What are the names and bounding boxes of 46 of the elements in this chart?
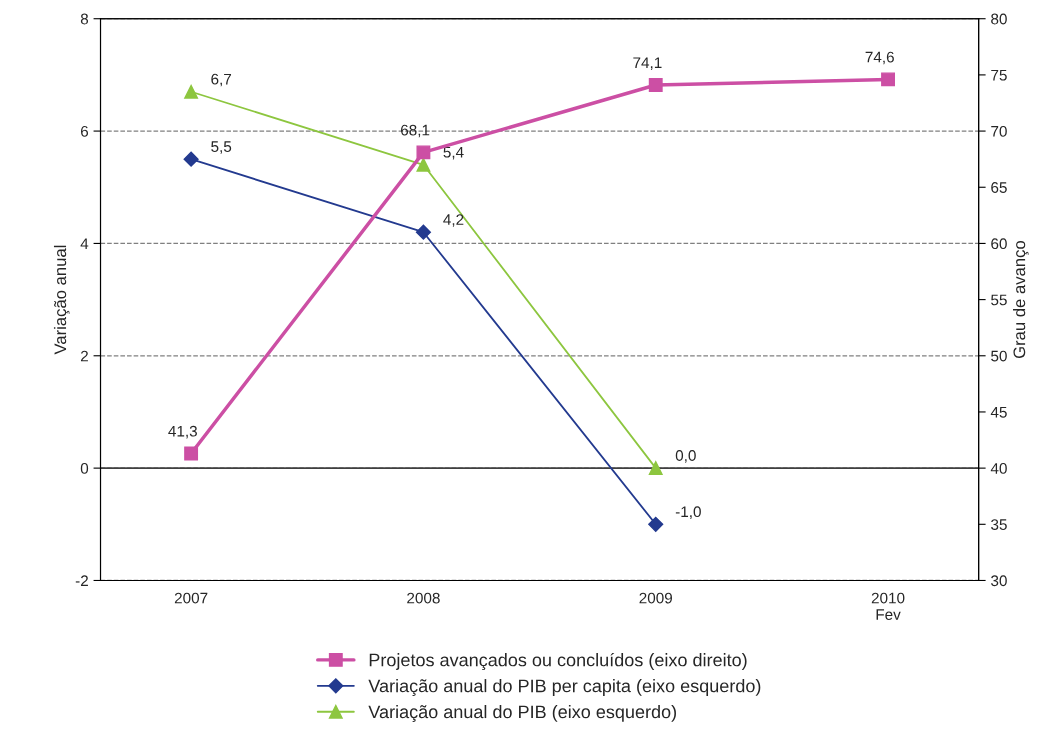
data-label: 5,5 <box>211 141 232 154</box>
y-tick-label: 6 <box>80 125 89 137</box>
y-tick-label: 4 <box>80 238 89 249</box>
x-tick-label: 2009 <box>639 592 673 604</box>
point <box>881 72 895 87</box>
x-tick-label: 2008 <box>407 592 440 604</box>
y2-axis-title: Grau de avanço <box>1013 241 1029 359</box>
legend-label: Variação anual do PIB (eixo esquerdo) <box>368 704 676 722</box>
data-label: 41,3 <box>168 425 197 439</box>
x-tick-label: 2007 <box>174 592 208 604</box>
y-tick-label: 8 <box>80 13 89 25</box>
y2-tick-label: 45 <box>990 406 1007 418</box>
y2-tick-label: 40 <box>990 462 1007 474</box>
data-label: -1,0 <box>675 506 701 519</box>
data-label: 68,1 <box>401 124 430 138</box>
point <box>183 151 199 167</box>
y2-tick-label: 80 <box>991 13 1007 25</box>
y-tick-label: 0 <box>80 462 89 474</box>
point <box>416 157 431 172</box>
data-label: 4,2 <box>443 214 464 227</box>
point <box>184 84 199 99</box>
point <box>184 446 199 461</box>
x-tick-label: 2010 Fev <box>871 592 905 620</box>
y2-tick-label: 55 <box>991 294 1007 306</box>
point <box>415 224 431 240</box>
data-label: 74,1 <box>633 57 662 70</box>
y2-tick-label: 75 <box>991 69 1007 81</box>
legend-label: Variação anual do PIB per capita (eixo esquerdo) <box>368 679 761 696</box>
y2-tick-label: 60 <box>991 238 1007 250</box>
y-tick-label: 2 <box>80 350 88 362</box>
data-label: 74,6 <box>865 51 894 65</box>
point <box>648 78 663 92</box>
data-label: 0,0 <box>675 450 696 463</box>
y2-tick-label: 35 <box>991 519 1007 530</box>
y2-tick-label: 65 <box>991 182 1007 193</box>
point <box>648 461 663 476</box>
y2-tick-label: 30 <box>991 575 1007 587</box>
data-label: 5,4 <box>443 146 464 160</box>
data-label: 6,7 <box>211 73 232 87</box>
legend-label: Projetos avançados ou concluídos (eixo direito) <box>369 652 747 671</box>
point <box>648 516 664 532</box>
y2-tick-label: 70 <box>991 125 1007 137</box>
y-axis-title: Variação anual <box>53 245 70 355</box>
y2-tick-label: 50 <box>991 350 1007 362</box>
point <box>416 145 431 160</box>
y-tick-label: -2 <box>75 575 88 587</box>
